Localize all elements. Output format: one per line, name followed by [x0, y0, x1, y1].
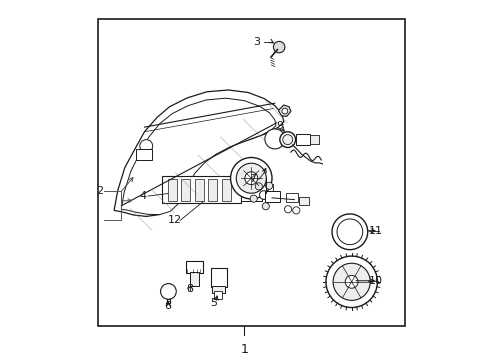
Circle shape — [282, 108, 287, 114]
Bar — [264, 192, 279, 202]
Circle shape — [292, 207, 299, 214]
Circle shape — [160, 284, 176, 299]
Circle shape — [270, 192, 277, 199]
Circle shape — [244, 172, 257, 185]
Circle shape — [236, 163, 266, 193]
Bar — [262, 184, 272, 199]
Bar — [309, 135, 318, 144]
Text: 2: 2 — [96, 186, 103, 197]
Bar — [167, 179, 176, 202]
Circle shape — [250, 195, 257, 202]
Circle shape — [140, 140, 152, 153]
Circle shape — [279, 132, 295, 148]
Circle shape — [259, 191, 267, 199]
Bar — [222, 179, 230, 202]
Text: 9: 9 — [276, 121, 283, 131]
Text: 11: 11 — [368, 226, 382, 236]
Polygon shape — [114, 90, 283, 216]
Circle shape — [325, 256, 377, 307]
Polygon shape — [278, 105, 290, 116]
Circle shape — [273, 41, 285, 53]
Bar — [135, 149, 151, 160]
Bar — [185, 261, 203, 273]
Circle shape — [331, 214, 367, 249]
Circle shape — [345, 275, 357, 288]
Circle shape — [265, 182, 272, 189]
Bar — [181, 179, 190, 202]
Text: 1: 1 — [240, 343, 248, 356]
Bar — [190, 272, 198, 287]
Bar — [194, 179, 203, 202]
Circle shape — [282, 135, 292, 145]
Bar — [210, 267, 226, 287]
Circle shape — [262, 203, 269, 210]
Bar — [211, 286, 225, 293]
Text: 8: 8 — [186, 284, 193, 294]
Circle shape — [284, 206, 291, 213]
Bar — [98, 19, 405, 327]
Bar — [208, 179, 217, 202]
Text: 3: 3 — [252, 37, 259, 47]
Bar — [296, 134, 309, 145]
Circle shape — [230, 157, 271, 199]
Text: 6: 6 — [164, 301, 171, 311]
Bar — [162, 176, 241, 203]
Text: 7: 7 — [249, 174, 256, 184]
Circle shape — [264, 129, 285, 149]
Text: 10: 10 — [368, 276, 382, 286]
Bar — [285, 193, 298, 202]
Text: 4: 4 — [139, 191, 146, 201]
Circle shape — [255, 183, 262, 190]
Bar — [214, 292, 222, 298]
Bar — [298, 197, 308, 205]
Circle shape — [336, 219, 362, 245]
Circle shape — [332, 263, 369, 300]
Bar — [241, 181, 262, 201]
Polygon shape — [121, 98, 275, 215]
Text: 12: 12 — [167, 215, 182, 225]
Text: 5: 5 — [209, 298, 217, 308]
